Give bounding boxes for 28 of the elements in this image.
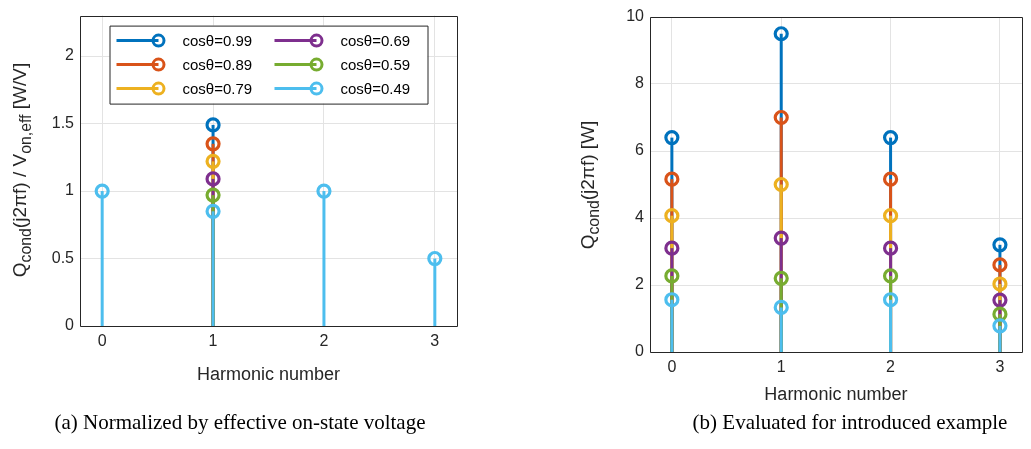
x-tick-label: 1 xyxy=(776,358,786,376)
x-tick-label: 3 xyxy=(995,358,1005,376)
legend-label: cosθ=0.69 xyxy=(340,31,411,49)
x-tick-label: 1 xyxy=(208,332,218,350)
x-tick-label: 2 xyxy=(319,332,329,350)
x-axis-title: Harmonic number xyxy=(196,364,341,385)
y-tick-label: 0 xyxy=(65,316,75,334)
y-tick-label: 8 xyxy=(635,74,645,92)
legend-label: cosθ=0.59 xyxy=(340,55,411,73)
x-tick-label: 3 xyxy=(430,332,440,350)
x-tick-label: 0 xyxy=(97,332,107,350)
x-tick-label: 2 xyxy=(886,358,896,376)
text: (a) Normalized by effective on-state voltage xyxy=(54,410,426,435)
legend-label: cosθ=0.89 xyxy=(182,55,253,73)
y-tick-label: 1.5 xyxy=(51,113,75,131)
text: (b) Evaluated for introduced example xyxy=(692,410,1008,435)
y-tick-label: 6 xyxy=(635,141,645,159)
legend-label: cosθ=0.99 xyxy=(182,31,253,49)
x-tick-label: 0 xyxy=(667,358,677,376)
y-tick-label: 2 xyxy=(65,46,75,64)
y-tick-label: 1 xyxy=(65,181,75,199)
y-tick-label: 10 xyxy=(626,7,645,25)
legend-label: cosθ=0.49 xyxy=(340,79,411,97)
legend-label: cosθ=0.79 xyxy=(182,79,253,97)
y-tick-label: 2 xyxy=(635,275,645,293)
y-tick-label: 0.5 xyxy=(51,248,75,266)
x-axis-title: Harmonic number xyxy=(764,384,908,405)
y-tick-label: 4 xyxy=(635,208,645,226)
